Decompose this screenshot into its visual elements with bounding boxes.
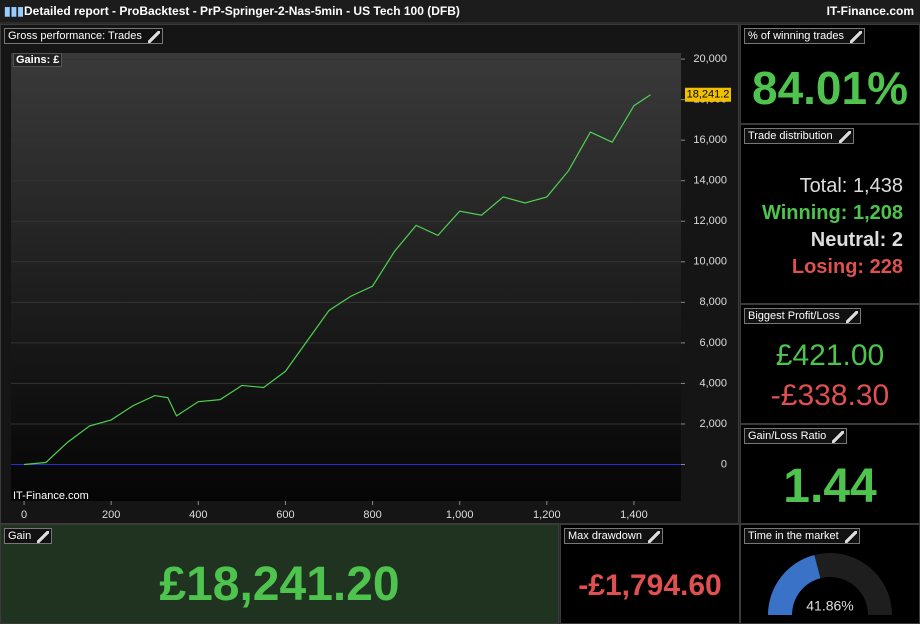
drawdown-panel: Max drawdown -£1,794.60 bbox=[560, 524, 740, 624]
panel-title[interactable]: Gross performance: Trades bbox=[4, 28, 163, 44]
winning-panel: % of winning trades 84.01% bbox=[740, 24, 920, 124]
distribution-panel: Trade distribution Total: 1,438 Winning:… bbox=[740, 124, 920, 304]
x-tick-label: 600 bbox=[276, 509, 294, 521]
brand: IT-Finance.com bbox=[826, 4, 914, 18]
biggest-panel: Biggest Profit/Loss £421.00 -£338.30 bbox=[740, 304, 920, 424]
losing-count: Losing: 228 bbox=[791, 256, 903, 278]
panel-title[interactable]: % of winning trades bbox=[744, 28, 865, 44]
total: Total: 1,438 bbox=[762, 173, 903, 200]
x-tick-label: 0 bbox=[21, 509, 27, 521]
ratio-panel: Gain/Loss Ratio 1.44 bbox=[740, 424, 920, 524]
y-tick-label: 0 bbox=[721, 458, 727, 470]
biggest-profit: £421.00 bbox=[775, 339, 885, 372]
ratio-value: 1.44 bbox=[783, 460, 877, 513]
app-icon: ▮▮▮ bbox=[4, 4, 24, 18]
panel-title[interactable]: Trade distribution bbox=[744, 128, 854, 144]
x-tick-label: 1,400 bbox=[620, 509, 648, 521]
equity-line bbox=[24, 94, 651, 466]
gauge-label: 41.86% bbox=[806, 598, 853, 614]
x-tick-label: 1,200 bbox=[533, 509, 561, 521]
neutral-count: Neutral: 2 bbox=[810, 229, 903, 251]
panel-title[interactable]: Time in the market bbox=[744, 528, 860, 544]
time-panel: Time in the market 41.86% bbox=[740, 524, 920, 624]
panel-title[interactable]: Gain bbox=[4, 528, 53, 544]
y-tick-label: 14,000 bbox=[693, 175, 727, 187]
watermark: IT-Finance.com bbox=[13, 490, 89, 502]
last-value-label: 18,241.2 bbox=[687, 89, 730, 101]
x-tick-label: 400 bbox=[189, 509, 207, 521]
gauge-fill bbox=[768, 555, 821, 615]
biggest-loss: -£338.30 bbox=[770, 379, 890, 412]
y-tick-label: 10,000 bbox=[693, 256, 727, 268]
plot-area bbox=[11, 53, 681, 501]
x-tick-label: 200 bbox=[102, 509, 120, 521]
drawdown-value: -£1,794.60 bbox=[578, 569, 722, 602]
y-tick-label: 8,000 bbox=[699, 296, 727, 308]
winning-value: 84.01% bbox=[751, 62, 908, 114]
gain-panel: Gain £18,241.20 bbox=[0, 524, 559, 624]
x-tick-label: 1,000 bbox=[446, 509, 474, 521]
y-axis-label: Gains: £ bbox=[13, 53, 63, 67]
y-tick-label: 4,000 bbox=[699, 377, 727, 389]
x-tick-label: 800 bbox=[363, 509, 381, 521]
chart: 0 2,000 4,000 6,000 8,000 10,000 12,000 14,000 1… bbox=[11, 53, 731, 521]
panel-title[interactable]: Biggest Profit/Loss bbox=[744, 308, 861, 324]
chart-panel: 0 2,000 4,000 6,000 8,000 10,000 12,000 14,000 1… bbox=[0, 24, 739, 524]
y-tick-label: 6,000 bbox=[699, 337, 727, 349]
panel-title[interactable]: Max drawdown bbox=[564, 528, 663, 544]
winning-count: Winning: 1,208 bbox=[762, 202, 903, 224]
gain-value: £18,241.20 bbox=[159, 558, 400, 611]
total-value: 1,438 bbox=[852, 175, 903, 197]
window-title: Detailed report - ProBacktest - PrP-Spri… bbox=[24, 4, 460, 18]
panel-title[interactable]: Gain/Loss Ratio bbox=[744, 428, 848, 444]
total-label: Total: bbox=[799, 175, 848, 197]
gauge: 41.86% bbox=[768, 553, 892, 615]
y-tick-label: 16,000 bbox=[693, 134, 727, 146]
last-value-tag bbox=[685, 87, 731, 102]
y-tick-label: 20,000 bbox=[693, 53, 727, 65]
y-tick-label: 12,000 bbox=[693, 215, 727, 227]
title-bar: ▮▮▮ Detailed report - ProBacktest - PrP-… bbox=[0, 0, 920, 22]
y-tick-label: 2,000 bbox=[699, 418, 727, 430]
